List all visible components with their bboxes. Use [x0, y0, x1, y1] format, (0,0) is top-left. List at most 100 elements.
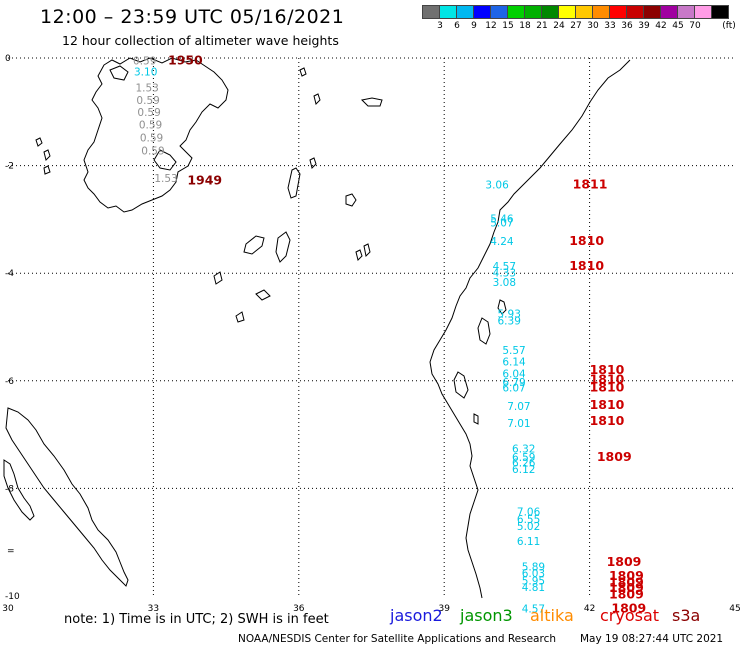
swh-value-label: 3.06: [485, 179, 509, 191]
colorbar-tick-label: 9: [471, 21, 477, 31]
colorbar-tick-label: 15: [502, 21, 514, 31]
swh-value-label: 3.10: [134, 66, 157, 78]
swh-value-label: 6.12: [512, 464, 535, 476]
time-label: 1810: [590, 362, 625, 377]
lake-small-10: [355, 249, 363, 261]
legend-item-cryosat: cryosat: [600, 606, 660, 625]
x-tick-label: 30: [2, 604, 14, 614]
east-african-coastline: [429, 59, 631, 599]
chart-subtitle: 12 hour collection of altimeter wave hei…: [62, 33, 339, 48]
swh-value-label: 5.95: [522, 575, 545, 587]
zanzibar-island: [477, 317, 491, 345]
time-label: 1950: [168, 53, 203, 68]
time-label: 1809: [607, 554, 642, 569]
swh-value-label: 1.53: [135, 83, 158, 95]
lake-kyoga: [109, 65, 129, 81]
x-tick-label: 42: [584, 604, 595, 614]
time-label: 1949: [187, 173, 222, 188]
swh-value-label: 0.59: [141, 146, 164, 158]
swh-value-label: 5.02: [517, 521, 540, 533]
lake-small-6: [213, 271, 223, 285]
swh-value-label: 0.59: [133, 56, 156, 68]
swh-value-label: 0.59: [136, 95, 159, 107]
colorbar-unit: (ft): [722, 21, 736, 31]
lake-victoria-shoreline: [83, 57, 229, 213]
colorbar-tick-label: 3: [437, 21, 443, 31]
lake-small-7: [255, 289, 271, 301]
colorbar-tick-label: 27: [570, 21, 582, 31]
time-label: 1809: [609, 568, 644, 583]
lake-small-8: [235, 311, 245, 323]
time-label: 1810: [590, 413, 625, 428]
x-tick-label: 45: [729, 604, 740, 614]
y-tick-label: -4: [5, 269, 14, 279]
swh-value-label: 0.59: [139, 120, 162, 132]
credit-line: NOAA/NESDIS Center for Satellite Applica…: [238, 633, 556, 645]
swh-value-label: 6.26: [512, 458, 536, 470]
y-extra-tick: =: [7, 546, 15, 556]
colorbar-tick-label: 39: [638, 21, 650, 31]
pemba-island: [497, 299, 507, 315]
colorbar-tick-label: 24: [553, 21, 565, 31]
y-tick-label: -6: [5, 377, 14, 387]
time-label: 1809: [609, 586, 644, 601]
legend-item-s3a: s3a: [672, 606, 701, 625]
swh-value-label: 4.57: [522, 603, 545, 615]
mafia-island: [453, 371, 469, 399]
swh-value-label: 5.46: [490, 213, 514, 225]
time-label: 1810: [569, 233, 604, 248]
swh-value-label: 5.57: [502, 345, 525, 357]
swh-value-label: 4.81: [522, 582, 545, 594]
swh-value-label: 1.53: [154, 173, 177, 185]
colorbar-tick-label: 30: [587, 21, 599, 31]
time-label: 1809: [609, 580, 644, 595]
swh-value-label: 6.55: [517, 514, 540, 526]
footnote: note: 1) Time is in UTC; 2) SWH is in fe…: [64, 612, 329, 627]
coastline: [3, 57, 631, 599]
legend-item-jason3: jason3: [460, 606, 513, 625]
time-label: 1810: [590, 397, 625, 412]
y-tick-label: 0: [5, 54, 11, 64]
lake-natron: [309, 157, 317, 169]
swh-value-label: 6.07: [502, 382, 525, 394]
swh-value-label: 7.06: [517, 507, 541, 519]
lake-manyara: [345, 193, 357, 207]
y-tick-label: -8: [5, 484, 14, 494]
swh-value-label: 6.59: [512, 452, 535, 464]
time-label: 1810: [590, 372, 625, 387]
lake-small-3: [360, 97, 383, 107]
island-2: [43, 149, 51, 161]
colorbar-tick-label: 6: [454, 21, 460, 31]
chart-title: 12:00 – 23:59 UTC 05/16/2021: [40, 6, 345, 28]
colorbar-tick-label: 18: [519, 21, 531, 31]
swh-value-label: 7.07: [507, 401, 530, 413]
lake-small-1: [299, 67, 307, 77]
lake-naivasha: [287, 167, 301, 199]
lake-rukwa: [3, 459, 35, 521]
colorbar-tick-label: 21: [536, 21, 548, 31]
swh-value-label: 7.01: [507, 418, 530, 430]
swh-value-label: 6.11: [517, 536, 540, 548]
swh-value-label: 6.39: [498, 316, 521, 328]
time-label: 1810: [569, 258, 604, 273]
swh-value-label: 5.07: [490, 218, 513, 230]
colorbar: [422, 5, 729, 19]
lake-victoria-bay: [153, 149, 177, 171]
swh-value-label: 3.08: [493, 277, 516, 289]
coastal-islet: [473, 413, 479, 425]
swh-value-label: 4.24: [490, 236, 514, 248]
generation-timestamp: May 19 08:27:44 UTC 2021: [580, 633, 724, 645]
swh-value-label: 6.04: [502, 368, 526, 380]
time-label: 1810: [590, 379, 625, 394]
legend-item-jason2: jason2: [390, 606, 443, 625]
x-tick-label: 39: [438, 604, 450, 614]
colorbar-tick-label: 45: [672, 21, 684, 31]
island-1: [35, 137, 43, 147]
colorbar-tick-label: 12: [485, 21, 497, 31]
time-label: 1809: [597, 449, 632, 464]
x-tick-label: 36: [293, 604, 305, 614]
swh-value-label: 4.57: [493, 261, 516, 273]
y-tick-label: -2: [5, 162, 14, 172]
